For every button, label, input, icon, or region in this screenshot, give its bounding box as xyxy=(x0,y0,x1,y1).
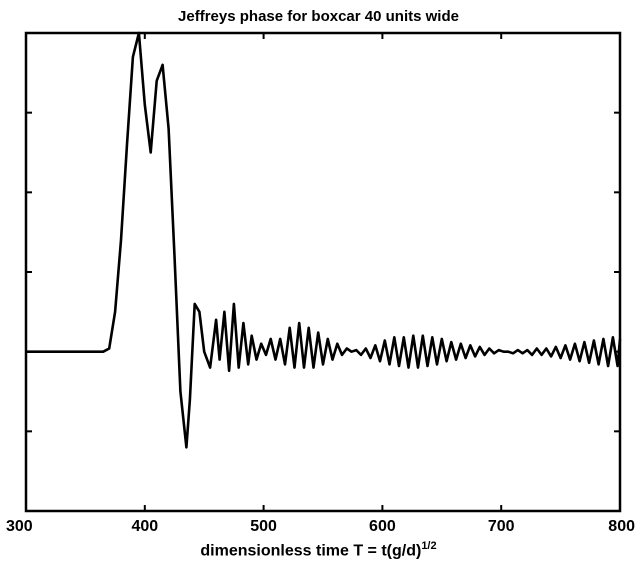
x-tick-label: 300 xyxy=(6,518,33,535)
series-line xyxy=(26,31,622,449)
chart-title: Jeffreys phase for boxcar 40 units wide xyxy=(178,8,459,25)
plot-frame xyxy=(24,31,622,513)
x-tick-label: 700 xyxy=(488,518,515,535)
x-axis-label: dimensionless time T = t(g/d)1/2 xyxy=(200,540,437,560)
x-tick-label: 400 xyxy=(131,518,158,535)
x-tick-label: 800 xyxy=(608,518,635,535)
x-tick-label: 600 xyxy=(369,518,396,535)
x-tick-label: 500 xyxy=(250,518,277,535)
